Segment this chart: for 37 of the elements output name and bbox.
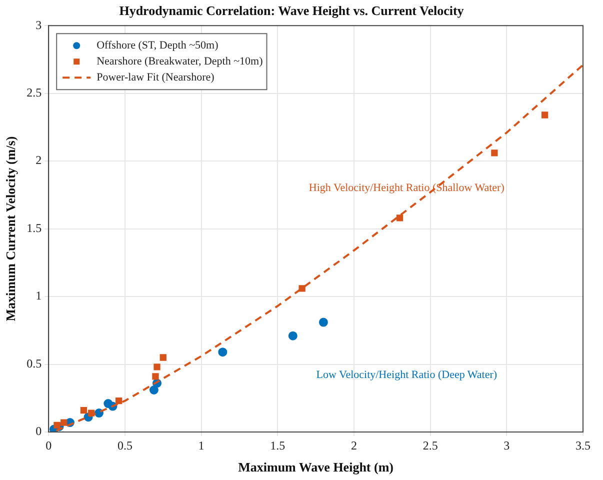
legend-label: Offshore (ST, Depth ~50m) [96,39,219,52]
point [218,348,228,357]
legend-label: Power-law Fit (Nearshore) [96,71,215,84]
x-tick-label: 0.5 [117,438,132,452]
y-tick-label: 3 [36,18,42,32]
y-tick-label: 1.5 [26,220,42,235]
y-axis-title: Maximum Current Velocity (m/s) [3,136,18,322]
x-axis-title: Maximum Wave Height (m) [238,460,394,475]
y-tick-label: 2.5 [26,85,42,100]
point [80,406,88,414]
point [288,331,298,340]
y-tick-label: 0 [36,424,42,438]
point [154,364,160,370]
point [149,386,158,395]
annotation: Low Velocity/Height Ratio (Deep Water) [316,368,498,381]
legend-label: Nearshore (Breakwater, Depth ~10m) [96,55,264,68]
point [54,422,60,429]
annotation: High Velocity/Height Ratio (Shallow Water) [308,182,505,194]
point [160,354,166,361]
point [396,214,404,222]
x-tick-label: 2.5 [422,438,438,452]
y-tick-label: 2 [36,153,42,168]
x-tick-label: 3.5 [576,438,590,452]
point [542,112,548,118]
point [318,318,328,327]
x-tick-label: 1 [198,438,204,452]
x-tick-label: 1.5 [270,438,286,452]
x-tick-label: 2 [350,438,357,452]
point [116,398,122,404]
y-tick-label: 0.5 [26,356,42,370]
x-tick-label: 0 [46,438,52,452]
chart-title: Hydrodynamic Correlation: Wave Height vs. Current Velocity [119,3,464,18]
y-tick-label: 1 [36,288,42,303]
x-tick-label: 3 [504,438,510,452]
point [152,373,159,380]
point [60,419,68,426]
point [491,150,498,156]
